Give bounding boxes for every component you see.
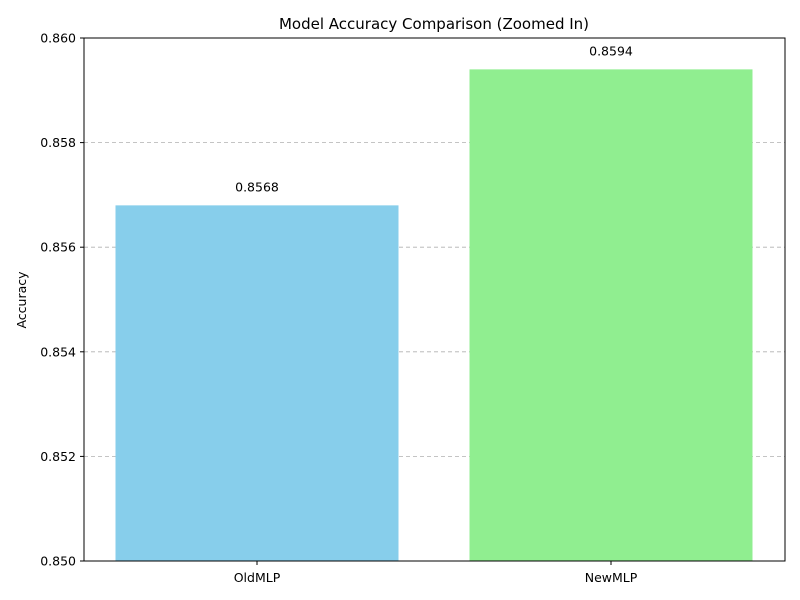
data-label-newmlp: 0.8594 (589, 43, 633, 58)
data-label-oldmlp: 0.8568 (235, 179, 279, 194)
chart-title: Model Accuracy Comparison (Zoomed In) (279, 15, 589, 33)
y-tick-label: 0.856 (40, 240, 76, 255)
y-axis-label: Accuracy (14, 271, 29, 329)
plot-frame (83, 37, 786, 562)
x-axis: OldMLP NewMLP (234, 561, 638, 585)
y-tick-label: 0.852 (40, 449, 76, 464)
bars (115, 69, 753, 562)
bar-oldmlp (115, 205, 399, 562)
y-tick-label: 0.858 (40, 135, 76, 150)
data-labels: 0.8568 0.8594 (235, 43, 633, 194)
bar-newmlp (469, 69, 753, 561)
y-tick-label: 0.860 (40, 31, 76, 46)
y-axis: 0.850 0.852 0.854 0.856 0.858 0.860 (40, 31, 84, 569)
y-tick-label: 0.850 (40, 554, 76, 569)
x-tick-label: OldMLP (234, 570, 281, 585)
x-tick-label: NewMLP (585, 570, 638, 585)
y-tick-label: 0.854 (40, 344, 76, 359)
